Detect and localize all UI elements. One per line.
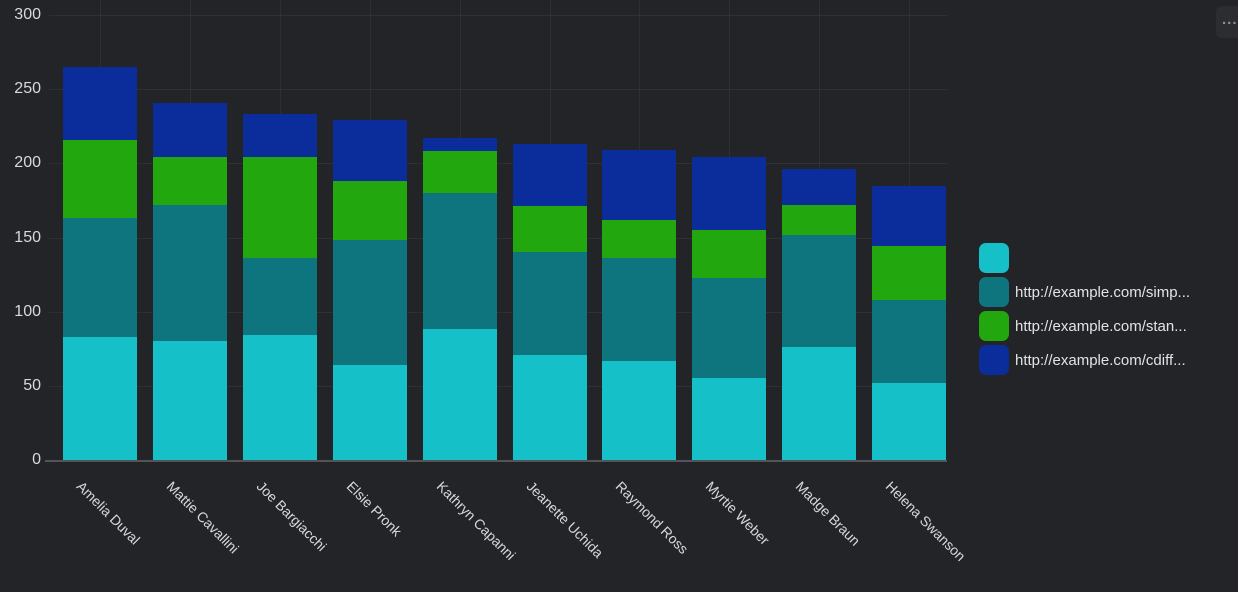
bar-segment-series2-madge-braun[interactable] [782,234,857,348]
x-category-label-elsie-pronk: Elsie Pronk [343,478,405,540]
bar-segment-series1-mattie-cavallini[interactable] [152,341,227,460]
x-category-label-kathryn-capanni: Kathryn Capanni [433,478,519,564]
bar-segment-series1-amelia-duval[interactable] [63,336,137,460]
bar-segment-series1-joe-bargiacchi[interactable] [242,335,317,460]
legend-label: http://example.com/cdiff... [1015,351,1186,369]
gridline-h-50 [49,385,947,387]
bar-segment-series3-joe-bargiacchi[interactable] [242,157,317,259]
bar-segment-series1-raymond-ross[interactable] [602,360,677,460]
legend-label: http://example.com/stan... [1015,317,1187,335]
y-tick-label-50: 50 [23,376,41,394]
gridline-h-150 [49,237,947,239]
bar-segment-series4-myrtie-weber[interactable] [692,157,767,231]
bar-segment-series2-elsie-pronk[interactable] [332,240,407,366]
y-tick-label-0: 0 [32,451,41,468]
bar-segment-series1-madge-braun[interactable] [782,347,857,460]
x-category-label-mattie-cavallini: Mattie Cavallini [163,478,243,557]
bar-segment-series4-raymond-ross[interactable] [602,149,677,220]
bar-segment-series4-kathryn-capanni[interactable] [422,138,497,152]
legend-swatch-icon [979,311,1009,341]
bar-segment-series3-raymond-ross[interactable] [602,219,677,259]
bar-segment-series3-elsie-pronk[interactable] [332,181,407,241]
y-tick-label-100: 100 [14,302,41,320]
bar-segment-series3-helena-swanson[interactable] [872,246,947,300]
bar-segment-series2-raymond-ross[interactable] [602,258,677,361]
bar-segment-series2-amelia-duval[interactable] [63,218,137,337]
legend-swatch-icon [979,345,1009,375]
bar-segment-series1-myrtie-weber[interactable] [692,378,767,460]
bar-segment-series2-helena-swanson[interactable] [872,299,947,383]
x-category-label-madge-braun: Madge Braun [792,478,864,549]
gridline-h-300 [49,15,947,16]
bar-segment-series3-mattie-cavallini[interactable] [152,157,227,205]
legend-swatch-icon [979,243,1009,273]
bar-segment-series3-amelia-duval[interactable] [63,139,137,219]
x-category-label-joe-bargiacchi: Joe Bargiacchi [253,478,330,555]
y-tick-label-150: 150 [14,228,41,246]
x-category-label-raymond-ross: Raymond Ross [613,478,693,557]
gridline-h-250 [49,89,947,91]
legend-item-series3[interactable]: http://example.com/stan... [979,311,1190,341]
y-tick-label-250: 250 [14,80,41,98]
bar-segment-series1-elsie-pronk[interactable] [332,365,407,460]
bar-segment-series2-mattie-cavallini[interactable] [152,204,227,342]
gridline-h-200 [49,163,947,165]
legend-item-series4[interactable]: http://example.com/cdiff... [979,345,1190,375]
bar-segment-series1-kathryn-capanni[interactable] [422,329,497,460]
x-axis-line [45,460,947,462]
bar-segment-series1-helena-swanson[interactable] [872,382,947,460]
legend-item-series2[interactable]: http://example.com/simp... [979,277,1190,307]
bar-segment-series4-madge-braun[interactable] [782,169,857,205]
bar-segment-series2-kathryn-capanni[interactable] [422,193,497,330]
bar-segment-series3-madge-braun[interactable] [782,204,857,235]
bar-segment-series4-mattie-cavallini[interactable] [152,102,227,158]
x-category-label-helena-swanson: Helena Swanson [882,478,969,565]
legend-label: http://example.com/simp... [1015,283,1191,301]
bar-segment-series3-kathryn-capanni[interactable] [422,151,497,193]
bar-segment-series4-jeanette-uchida[interactable] [512,144,587,207]
bar-segment-series4-helena-swanson[interactable] [872,185,947,247]
x-category-label-jeanette-uchida: Jeanette Uchida [523,478,607,561]
bar-segment-series4-joe-bargiacchi[interactable] [242,114,317,158]
bar-segment-series3-jeanette-uchida[interactable] [512,206,587,253]
bar-segment-series4-amelia-duval[interactable] [63,66,137,140]
x-category-label-myrtie-weber: Myrtie Weber [702,478,773,548]
x-category-label-amelia-duval: Amelia Duval [73,478,144,548]
y-tick-label-200: 200 [14,154,41,172]
legend-swatch-icon [979,277,1009,307]
bar-segment-series2-joe-bargiacchi[interactable] [242,258,317,336]
legend: http://example.com/simp... http://example… [979,243,1190,379]
bar-segment-series3-myrtie-weber[interactable] [692,230,767,278]
panel-menu-button[interactable]: ... [1216,6,1238,38]
gridline-h-100 [49,311,947,313]
bar-segment-series2-jeanette-uchida[interactable] [512,252,587,355]
bar-segment-series1-jeanette-uchida[interactable] [512,354,587,460]
legend-item-series1[interactable] [979,243,1190,273]
bar-segment-series4-elsie-pronk[interactable] [332,120,407,182]
y-tick-label-300: 300 [14,6,41,23]
bar-segment-series2-myrtie-weber[interactable] [692,277,767,379]
